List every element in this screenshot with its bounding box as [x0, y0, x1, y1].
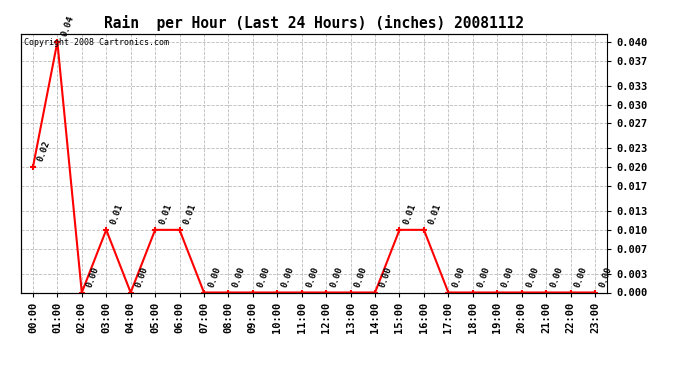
Text: 0.04: 0.04	[60, 15, 76, 38]
Text: 0.00: 0.00	[231, 265, 247, 288]
Text: 0.00: 0.00	[500, 265, 516, 288]
Text: 0.01: 0.01	[109, 202, 125, 226]
Text: Copyright 2008 Cartronics.com: Copyright 2008 Cartronics.com	[23, 38, 168, 46]
Text: 0.00: 0.00	[598, 265, 613, 288]
Text: 0.00: 0.00	[85, 265, 100, 288]
Text: 0.00: 0.00	[133, 265, 149, 288]
Text: 0.00: 0.00	[475, 265, 491, 288]
Text: 0.01: 0.01	[402, 202, 418, 226]
Text: 0.02: 0.02	[36, 140, 52, 163]
Text: 0.00: 0.00	[207, 265, 223, 288]
Text: 0.00: 0.00	[451, 265, 467, 288]
Text: 0.00: 0.00	[280, 265, 296, 288]
Text: 0.00: 0.00	[573, 265, 589, 288]
Text: 0.00: 0.00	[353, 265, 369, 288]
Text: 0.00: 0.00	[549, 265, 564, 288]
Text: 0.01: 0.01	[182, 202, 198, 226]
Text: 0.01: 0.01	[426, 202, 442, 226]
Text: 0.00: 0.00	[255, 265, 271, 288]
Text: 0.00: 0.00	[329, 265, 345, 288]
Text: 0.00: 0.00	[378, 265, 393, 288]
Title: Rain  per Hour (Last 24 Hours) (inches) 20081112: Rain per Hour (Last 24 Hours) (inches) 2…	[104, 15, 524, 31]
Text: 0.00: 0.00	[524, 265, 540, 288]
Text: 0.00: 0.00	[304, 265, 320, 288]
Text: 0.01: 0.01	[158, 202, 174, 226]
